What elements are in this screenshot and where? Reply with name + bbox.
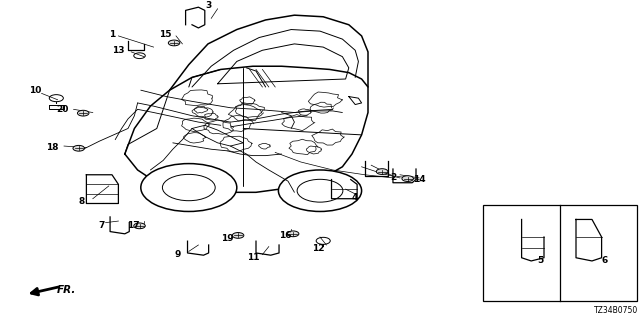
Circle shape [77,110,89,116]
Text: 14: 14 [413,175,426,184]
Circle shape [402,176,413,181]
Text: 16: 16 [278,231,291,240]
Text: 10: 10 [29,86,42,95]
Circle shape [168,40,180,46]
Text: 3: 3 [205,1,211,10]
Text: 11: 11 [246,253,259,262]
Text: 12: 12 [312,244,325,253]
Text: 19: 19 [221,234,234,243]
Text: TZ34B0750: TZ34B0750 [594,306,638,315]
Text: 20: 20 [56,105,68,114]
Text: 9: 9 [175,250,181,259]
Circle shape [232,233,244,238]
Text: 7: 7 [98,221,104,230]
Text: 13: 13 [112,46,125,55]
Text: 5: 5 [538,256,544,266]
Circle shape [141,164,237,212]
Circle shape [376,169,388,174]
Text: 8: 8 [79,197,85,206]
Circle shape [287,231,299,237]
Circle shape [73,145,84,151]
Circle shape [134,223,145,229]
Text: 15: 15 [159,30,172,39]
Text: 17: 17 [127,221,140,230]
Text: 4: 4 [352,193,358,202]
Text: 6: 6 [602,256,608,266]
Text: FR.: FR. [56,285,76,295]
Text: 18: 18 [46,143,59,152]
Text: 1: 1 [109,30,115,39]
Bar [483,205,637,301]
Text: 2: 2 [390,173,397,182]
Circle shape [278,170,362,212]
